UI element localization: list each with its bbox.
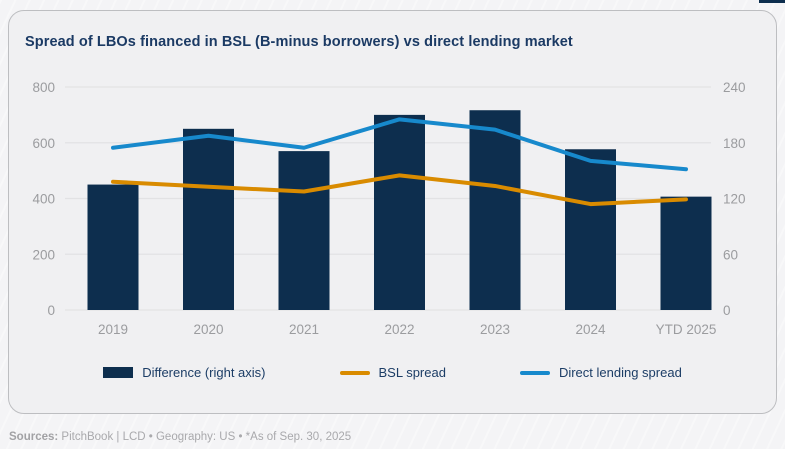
legend-item-direct-lending: Direct lending spread (519, 365, 682, 380)
legend-swatch-bsl-spread (339, 370, 370, 375)
bar-2022 (374, 114, 425, 310)
legend-item-bsl-spread: BSL spread (339, 365, 446, 380)
combo-chart: 0 200 400 600 800 0 60 120 180 240 2019 2020 2021 202… (32, 80, 746, 337)
x-axis-label: 2024 (575, 322, 606, 337)
right-axis-tick: 180 (723, 136, 746, 151)
legend-label-direct-lending: Direct lending spread (558, 365, 682, 380)
right-axis-tick: 60 (723, 247, 738, 262)
legend-swatch-direct-lending (519, 370, 550, 375)
x-axis-label: 2020 (193, 322, 223, 337)
bar-2021 (278, 151, 330, 310)
x-axis-label: 2021 (289, 322, 319, 337)
bar-2023 (469, 110, 521, 310)
chart-legend: Difference (right axis) BSL spread Direc… (9, 365, 776, 380)
left-axis-tick: 600 (32, 136, 55, 151)
x-axis-label: YTD 2025 (656, 322, 717, 337)
right-axis-tick: 0 (723, 303, 731, 318)
x-axis-label: 2022 (384, 322, 414, 337)
legend-label-bsl-spread: BSL spread (378, 365, 446, 380)
legend-label-difference: Difference (right axis) (142, 365, 266, 380)
bar-2020 (183, 128, 234, 310)
bar-2024 (565, 149, 616, 310)
left-axis-tick: 200 (32, 247, 55, 262)
left-axis-tick: 800 (32, 80, 55, 95)
footer-sources-text: PitchBook | LCD • Geography: US • *As of… (58, 431, 352, 443)
legend-swatch-difference (103, 367, 134, 378)
chart-title: Spread of LBOs financed in BSL (B-minus … (25, 34, 573, 50)
chart-card: Spread of LBOs financed in BSL (B-minus … (8, 10, 777, 414)
bar-2019 (87, 184, 139, 310)
x-axis-label: 2019 (98, 322, 128, 337)
line-direct-lending-spread (111, 117, 688, 172)
footer-sources-label: Sources: (9, 431, 59, 443)
left-axis-tick: 0 (47, 303, 55, 318)
legend-item-difference: Difference (right axis) (103, 365, 266, 380)
x-axis-label: 2023 (480, 322, 510, 337)
footer-sources: Sources: PitchBook | LCD • Geography: US… (9, 431, 351, 443)
right-axis-tick: 120 (723, 192, 746, 207)
bar-ytd-2025 (660, 196, 712, 310)
right-axis-tick: 240 (723, 80, 746, 95)
left-axis-tick: 400 (32, 192, 55, 207)
corner-accent-bar (759, 0, 785, 3)
line-bsl-spread (111, 173, 688, 207)
